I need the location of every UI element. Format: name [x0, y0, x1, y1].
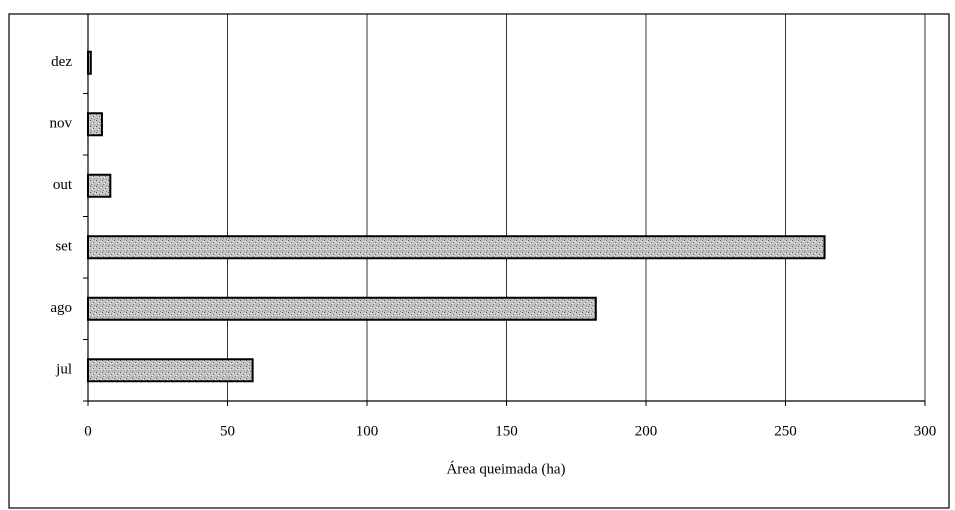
bar — [87, 358, 254, 383]
bar — [87, 50, 92, 75]
bar — [87, 112, 103, 137]
y-tick-label: ago — [50, 300, 72, 316]
y-tick-label: nov — [50, 116, 73, 132]
x-tick-label: 0 — [84, 423, 92, 439]
bar — [87, 173, 112, 198]
frame — [8, 13, 950, 509]
bar — [87, 235, 826, 260]
x-tick-label: 250 — [774, 423, 797, 439]
bar — [87, 296, 597, 321]
y-tick-label: dez — [51, 54, 72, 70]
y-tick-label: set — [55, 239, 72, 255]
x-tick-label: 100 — [356, 423, 379, 439]
x-tick-label: 300 — [914, 423, 937, 439]
x-axis-title: Área queimada (ha) — [446, 460, 565, 477]
y-tick-label: jul — [55, 362, 72, 378]
y-tick-label: out — [53, 177, 73, 193]
x-tick-label: 50 — [220, 423, 235, 439]
x-tick-label: 200 — [635, 423, 658, 439]
x-tick-label: 150 — [495, 423, 518, 439]
